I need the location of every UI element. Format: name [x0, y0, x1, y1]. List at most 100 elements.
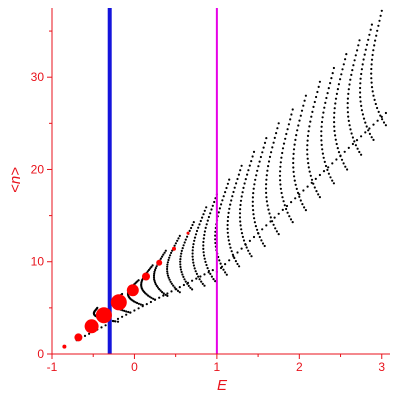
scatter-point: [371, 53, 374, 57]
scatter-point: [239, 220, 242, 223]
scatter-point: [183, 241, 186, 244]
scatter-point: [228, 178, 231, 181]
scatter-point: [252, 235, 256, 239]
scatter-point: [257, 232, 260, 235]
x-axis-title: E: [217, 377, 228, 394]
scatter-point: [281, 208, 284, 211]
scatter-point: [326, 92, 329, 95]
scatter-point: [349, 78, 352, 81]
scatter-point: [287, 123, 290, 126]
scatter-point: [158, 296, 161, 299]
scatter-point: [360, 68, 363, 71]
scatter-point: [147, 294, 150, 297]
scatter-point: [180, 270, 183, 274]
scatter-point: [228, 243, 231, 246]
scatter-point: [306, 153, 309, 156]
scatter-point: [378, 19, 381, 22]
scatter-point: [234, 260, 237, 263]
scatter-point: [248, 164, 251, 167]
scatter-point: [201, 216, 204, 219]
highlight-point: [84, 319, 99, 334]
scatter-point: [248, 239, 251, 242]
scatter-point: [321, 152, 324, 155]
scatter-point: [280, 191, 283, 195]
scatter-point: [204, 260, 207, 263]
scatter-point: [296, 129, 299, 132]
scatter-point: [302, 104, 305, 107]
scatter-point: [350, 73, 353, 76]
scatter-point: [193, 236, 197, 239]
scatter-point: [230, 250, 233, 253]
scatter-point: [375, 34, 378, 37]
highlight-point: [74, 333, 83, 342]
scatter-point: [230, 199, 233, 202]
scatter-point: [365, 43, 369, 46]
scatter-point: [222, 195, 225, 198]
scatter-point: [313, 186, 316, 189]
scatter-point: [210, 275, 213, 278]
scatter-point: [301, 203, 304, 206]
scatter-point: [346, 111, 349, 114]
scatter-point: [133, 309, 136, 312]
scatter-point: [250, 255, 253, 258]
scatter-point: [359, 91, 362, 94]
scatter-point: [373, 98, 376, 101]
scatter-point: [365, 125, 368, 128]
scatter-point: [315, 190, 318, 193]
scatter-point: [168, 256, 171, 259]
scatter-point: [292, 148, 296, 151]
scatter-point: [166, 263, 169, 266]
scatter-point: [324, 101, 327, 104]
scatter-point: [212, 278, 215, 281]
scatter-point: [218, 259, 221, 262]
scatter-point: [252, 187, 255, 190]
scatter-point: [298, 119, 301, 122]
scatter-point: [219, 262, 222, 265]
scatter-point: [341, 68, 344, 71]
scatter-point: [285, 132, 288, 136]
scatter-point: [273, 216, 276, 219]
scatter-point: [279, 179, 282, 182]
scatter-point: [317, 193, 320, 196]
scatter-point: [368, 33, 371, 36]
scatter-point: [166, 272, 169, 275]
scatter-point: [381, 118, 384, 121]
scatter-point: [187, 284, 190, 287]
scatter-point: [246, 173, 249, 176]
scatter-point: [153, 278, 156, 281]
scatter-point: [166, 267, 169, 271]
scatter-point: [382, 121, 386, 124]
scatter-point: [372, 94, 375, 97]
scatter-point: [360, 135, 363, 138]
scatter-point: [327, 166, 330, 169]
scatter-point: [231, 253, 234, 256]
scatter-point: [179, 268, 182, 271]
scatter-point: [221, 199, 224, 202]
scatter-point: [191, 279, 194, 282]
scatter-point: [202, 247, 205, 250]
scatter-point: [203, 230, 206, 233]
scatter-point: [372, 123, 375, 126]
scatter-point: [321, 116, 324, 119]
scatter-point: [358, 150, 361, 154]
scatter-point: [112, 320, 115, 323]
scatter-point: [347, 146, 350, 149]
scatter-point: [272, 223, 275, 226]
scatter-point: [159, 289, 162, 292]
scatter-point: [220, 203, 223, 206]
scatter-point: [342, 162, 345, 165]
scatter-point: [169, 254, 172, 257]
scatter-point: [336, 147, 339, 150]
scatter-point: [295, 134, 298, 137]
scatter-point: [368, 132, 371, 135]
scatter-point: [337, 151, 341, 154]
y-tick-label: 0: [37, 347, 44, 361]
scatter-point: [353, 140, 356, 143]
scatter-point: [202, 240, 205, 244]
scatter-point: [173, 244, 176, 247]
scatter-point: [359, 82, 362, 85]
scatter-point: [265, 174, 268, 177]
scatter-point: [303, 206, 306, 209]
scatter-point: [265, 224, 268, 227]
scatter-point: [232, 190, 235, 194]
